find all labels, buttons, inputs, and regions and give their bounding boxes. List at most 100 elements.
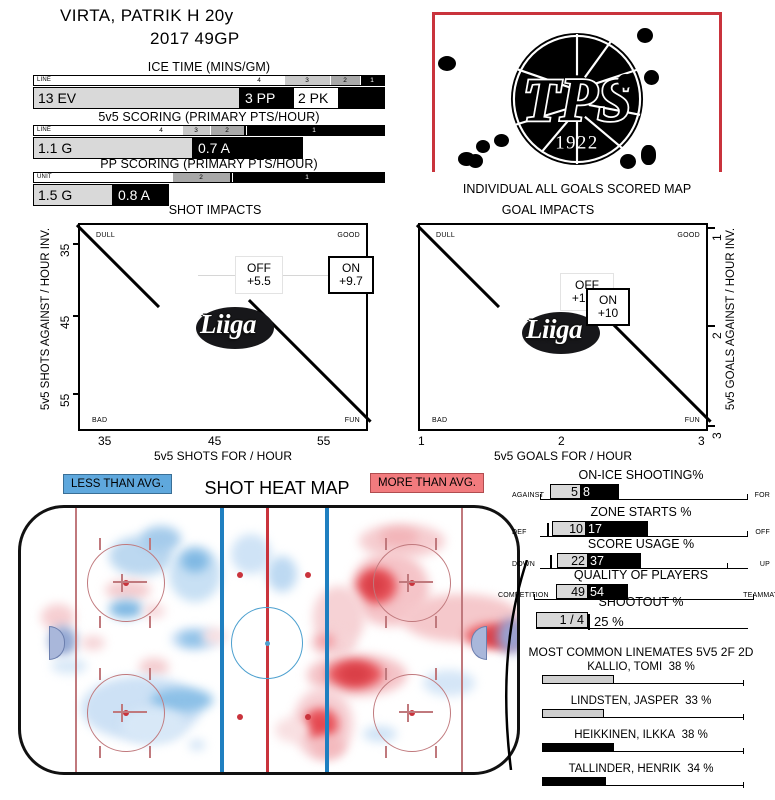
off-value: +5.5 (247, 274, 271, 288)
linemate-bar (542, 743, 614, 752)
goal-impacts-xlabel: 5v5 GOALS FOR / HOUR (493, 449, 633, 463)
scoring-pp-g: 1.5 G (33, 184, 113, 206)
linemate-row: TALLINDER, HENRIK 34 % (512, 762, 770, 788)
scoring-5v5-tick-4: 4 (140, 126, 182, 135)
goal-map-caption: INDIVIDUAL ALL GOALS SCORED MAP (462, 182, 692, 196)
linemate-bar (542, 709, 604, 718)
scoring-5v5-a: 0.7 A (193, 137, 303, 159)
diagonal-upper (416, 224, 501, 308)
stat-right-label: FOR (754, 492, 770, 499)
ice-time-values: 13 EV 3 PP 2 PK (33, 87, 385, 109)
heat-blob (231, 534, 271, 574)
center-dot (265, 641, 270, 646)
off-label: OFF (247, 261, 271, 275)
goal-dot (644, 70, 659, 85)
faceoff-circle (87, 674, 165, 752)
scoring-5v5-title: 5v5 SCORING (PRIMARY PTS/HOUR) (98, 110, 320, 124)
legend-less-than-avg: LESS THAN AVG. (63, 474, 172, 494)
shot-impacts-frame: DULL GOOD BAD FUN Liiga OFF +5.5 ON +9.7 (76, 223, 374, 431)
goal-dot (618, 74, 633, 88)
scoring-pp-tick-2: 2 (172, 173, 230, 182)
faceoff-circle (87, 544, 165, 622)
neutral-dot (305, 572, 311, 578)
stat-quality-of-players: QUALITY OF PLAYERS COMPETITION TEAMMATES… (498, 568, 775, 600)
corner-label-fun: FUN (684, 417, 700, 424)
stat-title: QUALITY OF PLAYERS (573, 568, 709, 582)
faceoff-circle (373, 674, 451, 752)
shootout-title: SHOOTOUT % (598, 595, 684, 609)
on-callout[interactable]: ON +10 (586, 288, 630, 326)
heat-map-title: SHOT HEAT MAP (204, 478, 350, 498)
goal-impacts-panel: GOAL IMPACTS DULL GOOD BAD FUN Liiga OFF… (408, 203, 768, 463)
on-value: +10 (597, 306, 619, 320)
stat-left-label: DOWN (512, 561, 535, 568)
liiga-logo-text: Liiga (200, 309, 257, 339)
liiga-logo-text: Liiga (526, 314, 583, 344)
y-tick-1: 1 (710, 234, 724, 241)
stat-title: ZONE STARTS % (590, 505, 692, 519)
x-tick-1: 1 (418, 434, 425, 448)
y-tick-45: 45 (58, 315, 72, 329)
scoring-5v5-tick-1: 1 (244, 126, 384, 135)
scoring-pp-title: PP SCORING (PRIMARY PTS/HOUR) (100, 157, 318, 171)
linemate-pct: 38 % (681, 729, 708, 741)
linemate-name: KALLIO, TOMI (587, 661, 663, 673)
divider-curve (505, 560, 529, 770)
on-value: +9.7 (339, 274, 363, 288)
goal-line-off (461, 508, 463, 772)
stat-shootout: SHOOTOUT % 1 / 4 25 % (512, 595, 770, 630)
scoring-pp-a: 0.8 A (113, 184, 169, 206)
stat-black-value: 17 (586, 521, 648, 536)
stat-grey-value: 49 (556, 584, 588, 599)
corner-label-bad: BAD (92, 417, 108, 424)
on-callout[interactable]: ON +9.7 (328, 256, 374, 294)
heat-blob (141, 526, 181, 552)
scoring-pp-scale: UNIT 2 1 (33, 172, 385, 183)
goal-dot (620, 154, 636, 169)
linemate-pct: 38 % (668, 661, 695, 673)
heat-blob (51, 658, 87, 674)
goal-dot (637, 28, 653, 43)
shot-impacts-ylabel: 5v5 SHOTS AGAINST / HOUR INV. (40, 227, 53, 411)
season-subtitle: 2017 49GP (150, 29, 240, 48)
faceoff-circle (373, 544, 451, 622)
x-tick-35: 35 (98, 434, 112, 448)
stat-black-value: 37 (588, 553, 641, 568)
scoring-5v5-tick-2: 2 (210, 126, 244, 135)
stat-left-label: COMPETITION (498, 592, 549, 599)
stat-grey-value: 22 (557, 553, 588, 568)
linemate-row: LINDSTEN, JASPER 33 % (512, 694, 770, 720)
ice-time-tick-4: 4 (234, 76, 284, 85)
heat-blob (81, 636, 105, 650)
y-tick-55: 55 (58, 393, 72, 407)
faceoff-dot (409, 710, 415, 716)
stat-right-label: OFF (755, 529, 770, 536)
corner-label-good: GOOD (677, 232, 700, 239)
scoring-pp-scale-label: UNIT (37, 174, 52, 180)
y-tick-35: 35 (58, 243, 72, 257)
ice-time-scale-label: LINE (37, 77, 52, 83)
goal-dot (494, 134, 509, 147)
y-tick-3: 3 (710, 432, 724, 439)
on-label: ON (599, 293, 617, 307)
ice-time-pp: 3 PP (240, 87, 293, 109)
linemate-row: HEIKKINEN, ILKKA 38 % (512, 728, 770, 754)
scoring-5v5-tick-3: 3 (182, 126, 210, 135)
goal-impacts-ylabel: 5v5 GOALS AGAINST / HOUR INV. (725, 227, 738, 411)
heat-blob (41, 604, 75, 630)
off-callout[interactable]: OFF +5.5 (235, 256, 283, 294)
scoring-5v5-g: 1.1 G (33, 137, 193, 159)
rink-heat-map (18, 505, 520, 775)
tps-team-logo: TPS TPS 1922 (508, 30, 646, 168)
heat-blob (189, 740, 205, 750)
corner-label-good: GOOD (337, 232, 360, 239)
linemate-name: TALLINDER, HENRIK (568, 763, 681, 775)
linemate-bar (542, 675, 614, 684)
shootout-pct: 25 % (594, 614, 624, 629)
y-tick-2: 2 (710, 332, 724, 339)
stat-title: ON-ICE SHOOTING% (578, 468, 704, 482)
heat-blob (139, 658, 169, 676)
goal-line-def (75, 508, 77, 772)
stat-right-label: UP (759, 561, 770, 568)
linemate-row: KALLIO, TOMI 38 % (512, 660, 770, 686)
